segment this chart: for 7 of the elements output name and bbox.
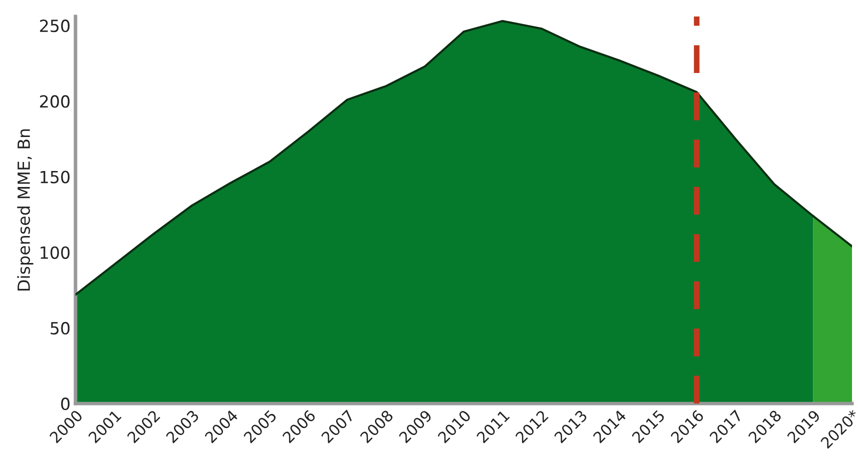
y-tick-label: 100: [40, 246, 70, 259]
y-tick-label: 50: [50, 322, 70, 335]
y-tick-label: 250: [40, 20, 70, 32]
y-tick-label: 200: [40, 95, 70, 108]
y-tick-label: 0: [61, 398, 70, 410]
y-tick-label: 150: [40, 170, 70, 184]
y-axis-title: Dispensed MME, Bn: [17, 129, 34, 291]
